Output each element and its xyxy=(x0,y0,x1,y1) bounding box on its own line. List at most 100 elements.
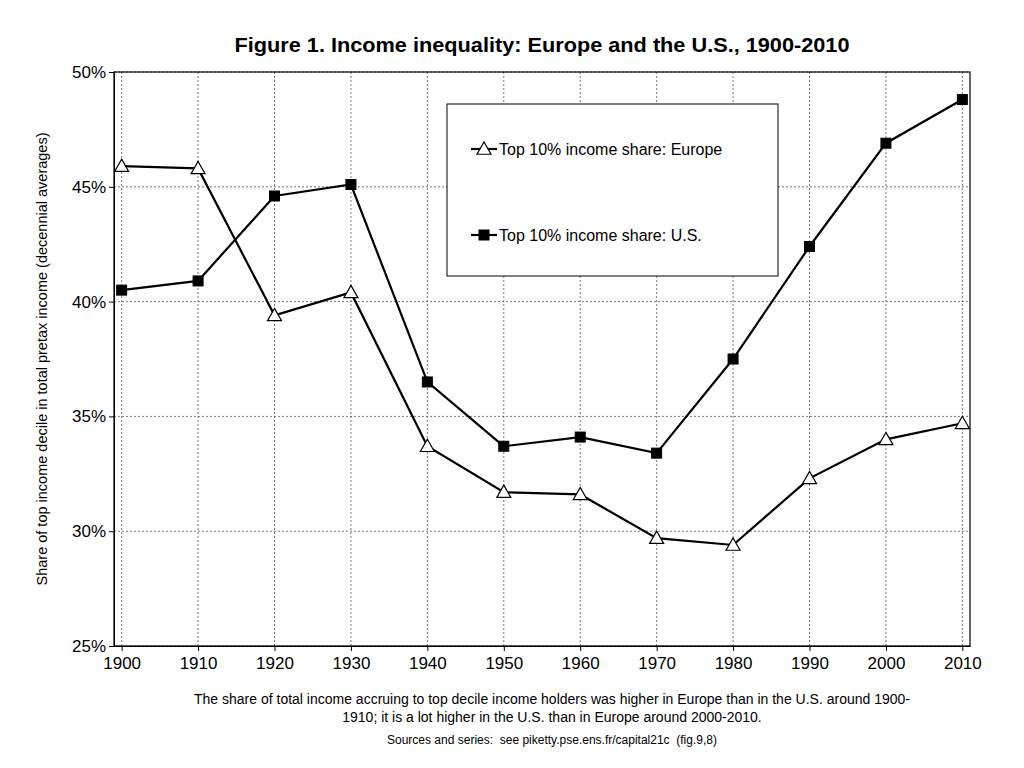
y-tick-label: 30% xyxy=(72,522,106,541)
grid-line xyxy=(114,301,970,302)
chart: Figure 1. Income inequality: Europe and … xyxy=(0,0,1024,768)
x-tick-label: 1970 xyxy=(638,654,676,673)
y-tick-mark xyxy=(109,646,114,647)
plot-area xyxy=(115,95,970,551)
y-tick: 30% xyxy=(72,522,114,541)
series-marker xyxy=(193,276,203,286)
y-tick-label: 35% xyxy=(72,407,106,426)
series-marker xyxy=(191,161,205,173)
series-marker xyxy=(957,95,967,105)
x-tick-mark xyxy=(810,646,811,651)
x-tick-label: 1960 xyxy=(562,654,600,673)
legend-box xyxy=(447,104,778,276)
x-tick-mark xyxy=(427,646,428,651)
x-tick-label: 1990 xyxy=(791,654,829,673)
source: Sources and series: see piketty.pse.ens.… xyxy=(387,733,717,747)
x-tick: 1970 xyxy=(638,646,676,673)
x-tick-mark xyxy=(275,646,276,651)
grid-line xyxy=(809,72,810,646)
x-tick-label: 1900 xyxy=(103,654,141,673)
series-marker xyxy=(955,416,969,428)
series-marker xyxy=(420,439,434,451)
grid-line xyxy=(114,531,970,532)
y-tick-label: 50% xyxy=(72,63,106,82)
x-tick-label: 1910 xyxy=(180,654,218,673)
series-marker xyxy=(499,441,509,451)
series-marker xyxy=(803,471,817,483)
y-tick-mark xyxy=(109,72,114,73)
legend-marker xyxy=(479,230,489,240)
series-marker xyxy=(115,159,129,171)
x-tick-label: 1920 xyxy=(256,654,294,673)
series-marker xyxy=(268,308,282,320)
x-tick: 1920 xyxy=(256,646,294,673)
grid-line xyxy=(114,416,970,417)
y-tick: 25% xyxy=(72,637,114,656)
series-marker xyxy=(346,180,356,190)
x-tick-label: 2010 xyxy=(944,654,982,673)
y-axis: 25% 30% 35% 40% 45% 50% xyxy=(72,63,115,656)
x-tick: 1980 xyxy=(715,646,753,673)
x-tick-label: 1950 xyxy=(485,654,523,673)
y-tick: 50% xyxy=(72,63,114,82)
y-tick-label: 40% xyxy=(72,293,106,312)
x-tick: 1940 xyxy=(409,646,447,673)
y-axis-title: Share of top income decile in total pret… xyxy=(34,133,50,586)
series-marker xyxy=(728,354,738,364)
series-marker xyxy=(575,432,585,442)
plot-frame xyxy=(114,72,970,646)
x-tick: 2010 xyxy=(944,646,982,673)
x-axis-line xyxy=(115,646,971,647)
series-marker xyxy=(117,285,127,295)
x-tick: 1950 xyxy=(485,646,523,673)
y-tick-mark xyxy=(109,302,114,303)
x-tick-label: 2000 xyxy=(868,654,906,673)
y-tick-mark xyxy=(109,187,114,188)
y-tick: 45% xyxy=(72,178,114,197)
x-tick-mark xyxy=(657,646,658,651)
series-marker xyxy=(650,531,664,543)
x-tick: 1930 xyxy=(333,646,371,673)
y-tick: 40% xyxy=(72,293,114,312)
series-marker xyxy=(573,487,587,499)
series-marker xyxy=(881,138,891,148)
grid-line xyxy=(198,72,199,646)
x-axis: 1900 1910 1920 1930 1940 1950 1960 1970 1980 1990… xyxy=(103,646,982,673)
y-axis-line xyxy=(114,73,115,647)
series-marker xyxy=(879,432,893,444)
x-tick-mark xyxy=(122,646,123,651)
y-tick-mark xyxy=(109,531,114,532)
legend-label: Top 10% income share: U.S. xyxy=(499,227,702,244)
x-tick-label: 1980 xyxy=(715,654,753,673)
series-marker xyxy=(344,285,358,297)
legend: Top 10% income share: Europe Top 10% inco… xyxy=(447,104,778,276)
y-tick: 35% xyxy=(72,407,114,426)
x-tick-label: 1930 xyxy=(333,654,371,673)
x-tick-mark xyxy=(886,646,887,651)
legend-label: Top 10% income share: Europe xyxy=(499,141,722,158)
x-tick-mark xyxy=(962,646,963,651)
series-marker xyxy=(270,191,280,201)
series-marker xyxy=(652,448,662,458)
grid xyxy=(114,72,970,646)
grid-line xyxy=(885,72,886,646)
x-tick-mark xyxy=(733,646,734,651)
caption: 1910; it is a lot higher in the U.S. tha… xyxy=(342,709,762,725)
title: Figure 1. Income inequality: Europe and … xyxy=(235,34,850,56)
x-tick: 1900 xyxy=(103,646,141,673)
y-tick-label: 25% xyxy=(72,637,106,656)
series-marker xyxy=(422,377,432,387)
series-marker xyxy=(497,485,511,497)
grid-line xyxy=(350,72,351,646)
y-tick-mark xyxy=(109,416,114,417)
x-tick: 1990 xyxy=(791,646,829,673)
x-tick-label: 1940 xyxy=(409,654,447,673)
series-line xyxy=(122,100,963,454)
x-tick: 2000 xyxy=(868,646,906,673)
grid-line xyxy=(427,72,428,646)
x-tick: 1910 xyxy=(180,646,218,673)
y-tick-label: 45% xyxy=(72,178,106,197)
x-tick-mark xyxy=(198,646,199,651)
series-marker xyxy=(726,538,740,550)
grid-line xyxy=(962,72,963,646)
